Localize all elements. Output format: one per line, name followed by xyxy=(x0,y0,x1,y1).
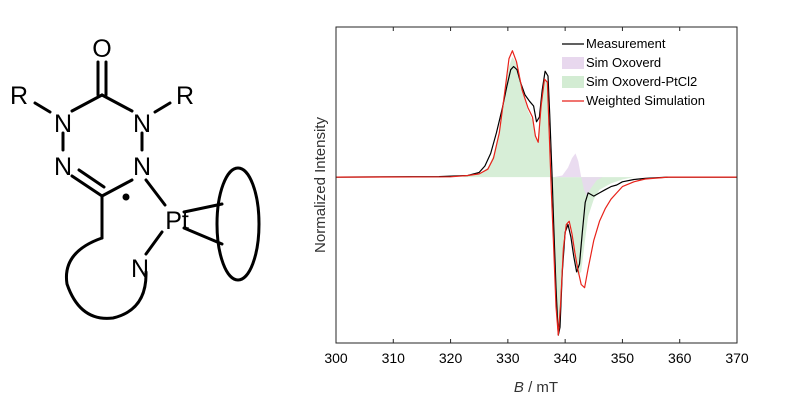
series-measurement-line xyxy=(336,65,737,336)
legend-label-sim-oxoverd: Sim Oxoverd xyxy=(586,55,661,70)
x-tick-label-320: 320 xyxy=(439,350,463,366)
bond-r-n1 xyxy=(33,101,52,114)
atom-labels: O R R N N N N Pt N xyxy=(10,35,194,283)
chemical-structure xyxy=(33,60,261,320)
bond-pt-n xyxy=(144,230,164,256)
bond-pt-alkene-top xyxy=(182,202,224,214)
series-sim-oxoverd-ptcl2-area xyxy=(462,57,634,332)
pyridine-ring xyxy=(64,236,148,320)
x-axis: 300 310 320 330 340 350 360 370 xyxy=(324,27,749,366)
x-tick-label-330: 330 xyxy=(496,350,520,366)
x-axis-variable: B xyxy=(514,379,524,396)
legend-label-sim-oxoverd-ptcl2: Sim Oxoverd-PtCl2 xyxy=(586,74,697,89)
x-tick-label-340: 340 xyxy=(553,350,577,366)
atom-n4: N xyxy=(133,153,151,181)
x-axis-title: B / mT xyxy=(514,379,558,396)
radical-dot xyxy=(122,193,130,201)
plot-frame xyxy=(335,26,738,344)
bond-c-n1 xyxy=(70,93,104,113)
legend-swatch-sim-oxoverd xyxy=(562,57,584,69)
epr-chart: 300 310 320 330 340 350 360 370 B / mT Normaliz… xyxy=(312,26,749,396)
series-weighted-simulation-line xyxy=(336,50,737,336)
x-tick-label-360: 360 xyxy=(668,350,692,366)
alkene-ring xyxy=(215,166,261,282)
bond-c-n4 xyxy=(100,178,134,198)
series-sim-oxoverd-area xyxy=(553,153,603,197)
x-axis-unit: / mT xyxy=(524,379,558,396)
atom-r-right: R xyxy=(176,82,194,110)
legend-label-weighted-simulation: Weighted Simulation xyxy=(586,93,705,108)
y-axis-title: Normalized Intensity xyxy=(312,117,329,253)
atom-n3: N xyxy=(54,153,72,181)
plot-area xyxy=(336,50,737,336)
x-tick-label-350: 350 xyxy=(611,350,635,366)
x-tick-label-300: 300 xyxy=(324,350,348,366)
legend-swatch-sim-oxoverd-ptcl2 xyxy=(562,76,584,88)
atom-n-pyridine: N xyxy=(131,255,149,283)
bond-pt-alkene-bottom xyxy=(182,226,224,246)
atom-pt: Pt xyxy=(165,207,189,235)
atom-n2: N xyxy=(133,110,151,138)
bond-c-n2 xyxy=(100,93,134,113)
bond-r-n2 xyxy=(153,101,172,114)
legend-label-measurement: Measurement xyxy=(586,36,666,51)
bond-n4-pt xyxy=(144,178,167,207)
bond-n3-c-double xyxy=(77,168,106,189)
atom-o: O xyxy=(92,35,111,63)
atom-n1: N xyxy=(54,110,72,138)
x-tick-label-310: 310 xyxy=(382,350,406,366)
x-tick-label-370: 370 xyxy=(725,350,749,366)
legend: Measurement Sim Oxoverd Sim Oxoverd-PtCl2 W… xyxy=(562,36,705,108)
bond-n3-c xyxy=(70,174,104,198)
atom-r-left: R xyxy=(10,82,28,110)
